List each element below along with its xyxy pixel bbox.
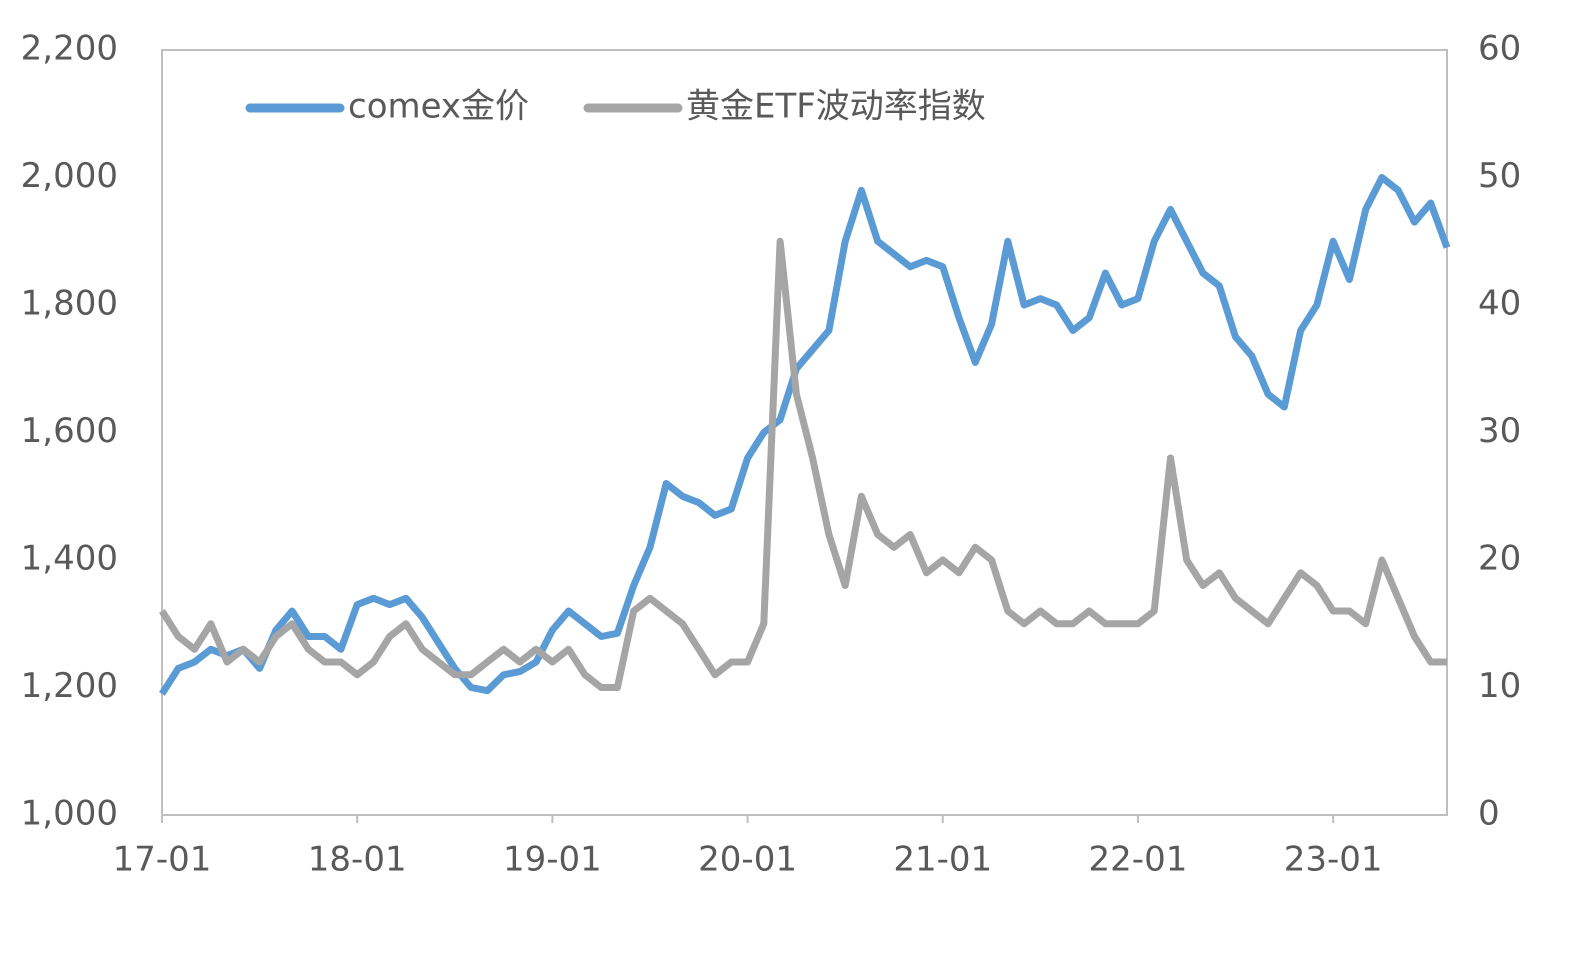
series-line <box>159 174 1451 696</box>
y-tick-label: 1,400 <box>21 539 118 579</box>
y-tick-label: 2,000 <box>21 156 118 196</box>
x-tick-label: 19-01 <box>503 840 602 880</box>
y-tick-label: 1,800 <box>21 284 118 324</box>
y2-tick-label: 0 <box>1478 794 1500 834</box>
x-tick-label: 20-01 <box>698 840 797 880</box>
series-line <box>159 237 1447 691</box>
x-tick-label: 18-01 <box>308 840 407 880</box>
y2-tick-label: 40 <box>1478 284 1521 324</box>
y2-tick-label: 20 <box>1478 539 1521 579</box>
y-tick-label: 1,600 <box>21 411 118 451</box>
x-tick-label: 23-01 <box>1284 840 1383 880</box>
y2-tick-label: 30 <box>1478 411 1521 451</box>
x-tick-label: 22-01 <box>1089 840 1188 880</box>
legend-label: comex金价 <box>348 87 529 127</box>
legend-label: 黄金ETF波动率指数 <box>686 87 986 127</box>
x-tick-label: 17-01 <box>113 840 212 880</box>
y-tick-label: 2,200 <box>21 29 118 69</box>
y-tick-label: 1,200 <box>21 666 118 706</box>
plot-frame <box>161 49 1448 816</box>
y2-tick-label: 10 <box>1478 666 1521 706</box>
x-tick-label: 21-01 <box>893 840 992 880</box>
y2-tick-label: 60 <box>1478 29 1521 69</box>
y2-tick-label: 50 <box>1478 156 1521 196</box>
y-tick-label: 1,000 <box>21 794 118 834</box>
